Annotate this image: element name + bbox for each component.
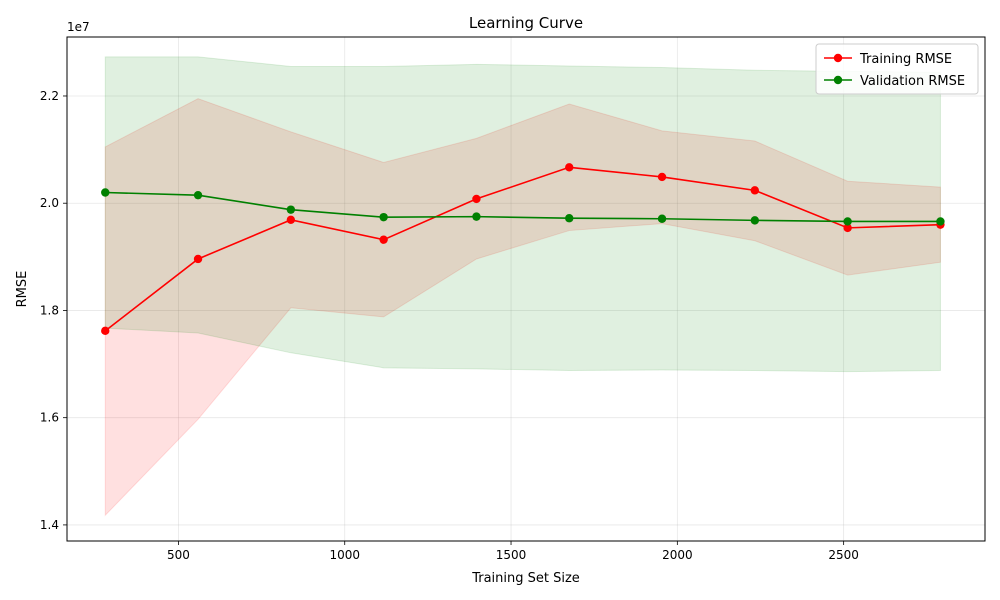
y-tick-label: 1.8	[40, 303, 59, 317]
legend-marker	[833, 53, 843, 63]
data-point	[101, 188, 110, 197]
data-point	[472, 212, 481, 221]
y-axis-title: RMSE	[15, 271, 30, 308]
data-point	[843, 217, 852, 226]
data-point	[936, 217, 945, 226]
legend-label: Training RMSE	[859, 52, 952, 67]
x-tick-label: 2000	[662, 548, 693, 562]
axis-ticks: 500 1000 1500 2000 2500 1.4 1.6 1.8 2.0 2.2	[40, 89, 859, 562]
data-point	[565, 214, 574, 223]
x-tick-label: 500	[167, 548, 190, 562]
x-axis-title: Training Set Size	[471, 571, 580, 586]
y-tick-label: 2.2	[40, 89, 59, 103]
plot-area-frame	[66, 36, 986, 542]
x-tick-label: 2500	[828, 548, 859, 562]
data-point	[286, 205, 296, 214]
confidence-band-0	[104, 98, 941, 517]
series-line-1	[105, 191, 941, 223]
y-tick-label: 2.0	[40, 196, 59, 210]
data-point	[379, 212, 388, 222]
confidence-band-1	[104, 56, 941, 373]
legend: Training RMSE Validation RMSE	[815, 43, 979, 95]
series-lines	[101, 163, 945, 336]
data-point	[101, 326, 110, 336]
data-point	[193, 190, 203, 200]
data-point	[472, 194, 481, 204]
data-point	[193, 254, 203, 264]
data-point	[565, 163, 574, 172]
y-axis-offset-label: 1e7	[67, 20, 90, 34]
x-tick-label: 1500	[496, 548, 527, 562]
data-point	[657, 172, 667, 182]
series-line-0	[104, 166, 941, 332]
data-point	[657, 214, 667, 223]
data-point	[286, 215, 296, 225]
grid-lines	[67, 37, 985, 541]
data-point	[750, 186, 760, 195]
confidence-bands	[104, 56, 941, 517]
x-tick-label: 1000	[329, 548, 360, 562]
y-tick-label: 1.4	[40, 518, 59, 532]
legend-marker	[833, 75, 843, 85]
y-tick-label: 1.6	[40, 411, 59, 425]
data-point	[379, 235, 388, 244]
legend-label: Validation RMSE	[860, 74, 965, 89]
legend-box	[815, 43, 979, 95]
chart-title: Learning Curve	[469, 14, 583, 32]
data-point	[750, 216, 760, 225]
data-point	[843, 223, 852, 233]
